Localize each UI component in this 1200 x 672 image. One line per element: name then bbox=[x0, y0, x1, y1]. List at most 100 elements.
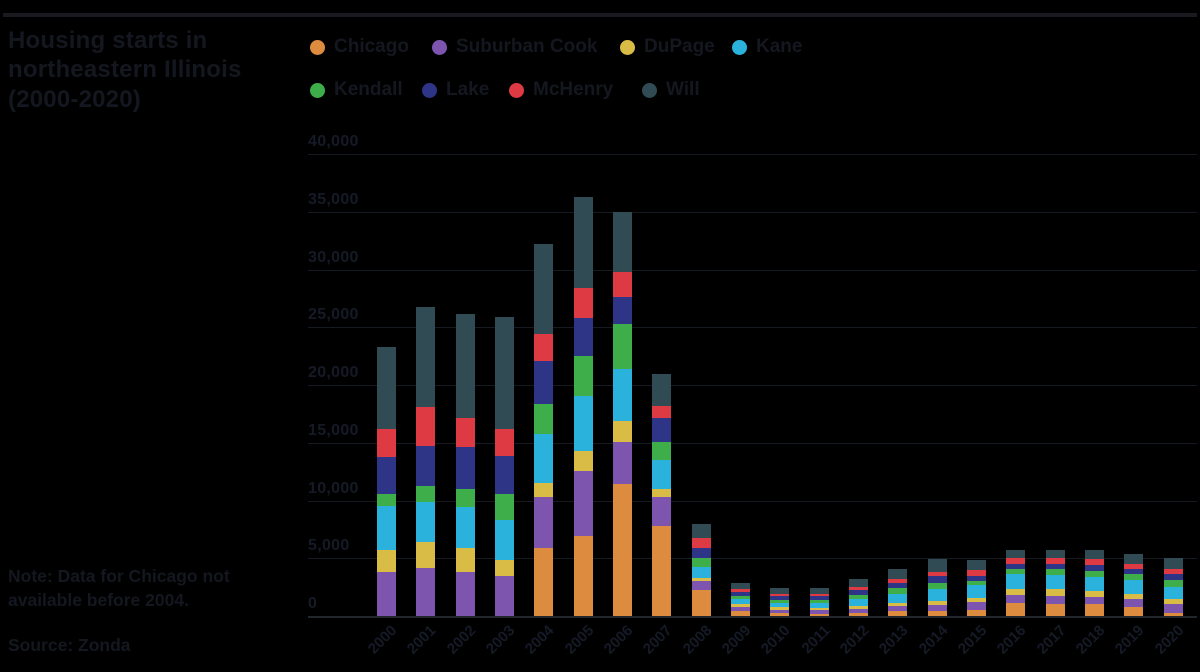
chicago-segment-2020 bbox=[1163, 612, 1183, 616]
legend-swatch-icon bbox=[432, 39, 447, 55]
bar-2000 bbox=[377, 346, 396, 616]
chicago-segment-2009 bbox=[730, 611, 750, 616]
chicago-segment-2006 bbox=[612, 484, 632, 616]
x-tick-label-2008: 2008 bbox=[679, 622, 716, 658]
kane-segment-2015 bbox=[966, 584, 986, 598]
legend-swatch-icon bbox=[310, 82, 325, 98]
y-tick-label-0: 0 bbox=[308, 595, 318, 612]
dupage-segment-2008 bbox=[691, 577, 711, 581]
bar-2006 bbox=[612, 212, 632, 616]
will-segment-2017 bbox=[1045, 550, 1065, 559]
dupage-segment-2017 bbox=[1045, 589, 1065, 596]
x-tick-label-2018: 2018 bbox=[1072, 622, 1109, 658]
kendall-segment-2018 bbox=[1084, 570, 1104, 577]
kane-segment-2011 bbox=[809, 602, 829, 608]
kendall-segment-2000 bbox=[377, 493, 396, 507]
suburban-cook-segment-2012 bbox=[848, 608, 868, 613]
lake-segment-2000 bbox=[377, 456, 396, 494]
bar-2013 bbox=[888, 568, 908, 616]
bar-2009 bbox=[730, 582, 750, 616]
dupage-segment-2010 bbox=[770, 607, 790, 610]
legend-label: Kane bbox=[756, 36, 803, 57]
lake-segment-2010 bbox=[770, 596, 790, 600]
mchenry-segment-2019 bbox=[1124, 564, 1144, 570]
will-segment-2014 bbox=[927, 559, 947, 572]
x-tick-label-2015: 2015 bbox=[954, 622, 991, 658]
chicago-segment-2005 bbox=[573, 536, 593, 616]
bar-2019 bbox=[1124, 553, 1144, 616]
bar-2014 bbox=[927, 559, 947, 616]
y-tick-label-30000: 30,000 bbox=[308, 248, 359, 266]
mchenry-segment-2002 bbox=[455, 417, 475, 447]
x-tick-label-2006: 2006 bbox=[600, 622, 637, 658]
suburban-cook-segment-2019 bbox=[1124, 599, 1144, 607]
dupage-segment-2003 bbox=[494, 560, 514, 577]
will-segment-2001 bbox=[416, 307, 436, 407]
x-tick-label-2010: 2010 bbox=[758, 622, 794, 658]
x-tick-label-2009: 2009 bbox=[718, 622, 755, 658]
lake-segment-2012 bbox=[848, 590, 868, 595]
kendall-segment-2012 bbox=[848, 594, 868, 599]
kendall-segment-2007 bbox=[652, 442, 672, 461]
will-segment-2018 bbox=[1084, 550, 1104, 560]
suburban-cook-segment-2009 bbox=[730, 607, 750, 612]
suburban-cook-segment-2004 bbox=[534, 497, 554, 548]
kendall-segment-2005 bbox=[573, 356, 593, 396]
suburban-cook-segment-2002 bbox=[455, 572, 475, 616]
lake-segment-2018 bbox=[1084, 565, 1104, 571]
x-tick-label-2019: 2019 bbox=[1112, 622, 1148, 658]
dupage-segment-2011 bbox=[809, 607, 829, 611]
bar-2012 bbox=[848, 579, 868, 616]
suburban-cook-segment-2017 bbox=[1045, 595, 1065, 604]
x-tick-label-2003: 2003 bbox=[482, 622, 519, 658]
kane-segment-2013 bbox=[888, 593, 908, 603]
mchenry-segment-2011 bbox=[809, 594, 829, 597]
dupage-segment-2015 bbox=[966, 597, 986, 603]
gridline-35000 bbox=[308, 211, 1197, 213]
mchenry-segment-2008 bbox=[691, 538, 711, 548]
mchenry-segment-2017 bbox=[1045, 558, 1065, 565]
kane-segment-2005 bbox=[573, 396, 593, 451]
x-tick-label-2016: 2016 bbox=[994, 622, 1030, 658]
bar-2004 bbox=[534, 244, 554, 616]
legend-label: Chicago bbox=[334, 36, 409, 57]
chicago-segment-2019 bbox=[1124, 606, 1144, 616]
kane-segment-2017 bbox=[1045, 575, 1065, 590]
mchenry-segment-2012 bbox=[848, 587, 868, 591]
suburban-cook-segment-2006 bbox=[612, 441, 632, 485]
kendall-segment-2010 bbox=[770, 599, 790, 603]
mchenry-segment-2015 bbox=[966, 570, 986, 577]
x-tick-label-2011: 2011 bbox=[798, 622, 834, 658]
mchenry-segment-2020 bbox=[1163, 569, 1183, 575]
legend-label: Will bbox=[666, 79, 700, 100]
kane-segment-2012 bbox=[848, 598, 868, 606]
legend-swatch-icon bbox=[732, 39, 747, 55]
kane-segment-2004 bbox=[534, 434, 554, 484]
chicago-segment-2016 bbox=[1006, 603, 1026, 616]
suburban-cook-segment-2020 bbox=[1163, 604, 1183, 613]
chicago-segment-2014 bbox=[927, 610, 947, 616]
gridline-40000 bbox=[308, 154, 1197, 155]
suburban-cook-segment-2018 bbox=[1084, 596, 1104, 605]
kane-segment-2007 bbox=[652, 460, 672, 489]
mchenry-segment-2009 bbox=[730, 588, 750, 592]
bar-2005 bbox=[573, 196, 593, 616]
legend-label: McHenry bbox=[533, 79, 614, 100]
legend-item-suburban-cook: Suburban Cook bbox=[432, 36, 597, 57]
dupage-segment-2020 bbox=[1163, 599, 1183, 605]
mchenry-segment-2018 bbox=[1084, 559, 1104, 566]
will-segment-2004 bbox=[534, 244, 554, 335]
legend-item-dupage: DuPage bbox=[620, 36, 715, 57]
bar-2018 bbox=[1084, 550, 1104, 616]
suburban-cook-segment-2007 bbox=[652, 497, 672, 526]
lake-segment-2008 bbox=[691, 547, 711, 558]
legend-swatch-icon bbox=[620, 39, 635, 55]
bar-2015 bbox=[966, 560, 986, 616]
dupage-segment-2000 bbox=[377, 550, 396, 573]
mchenry-segment-2001 bbox=[416, 406, 436, 447]
bar-2020 bbox=[1163, 558, 1183, 616]
will-segment-2002 bbox=[455, 314, 475, 418]
lake-segment-2005 bbox=[573, 318, 593, 357]
bar-2010 bbox=[770, 588, 790, 616]
dupage-segment-2006 bbox=[612, 420, 632, 442]
